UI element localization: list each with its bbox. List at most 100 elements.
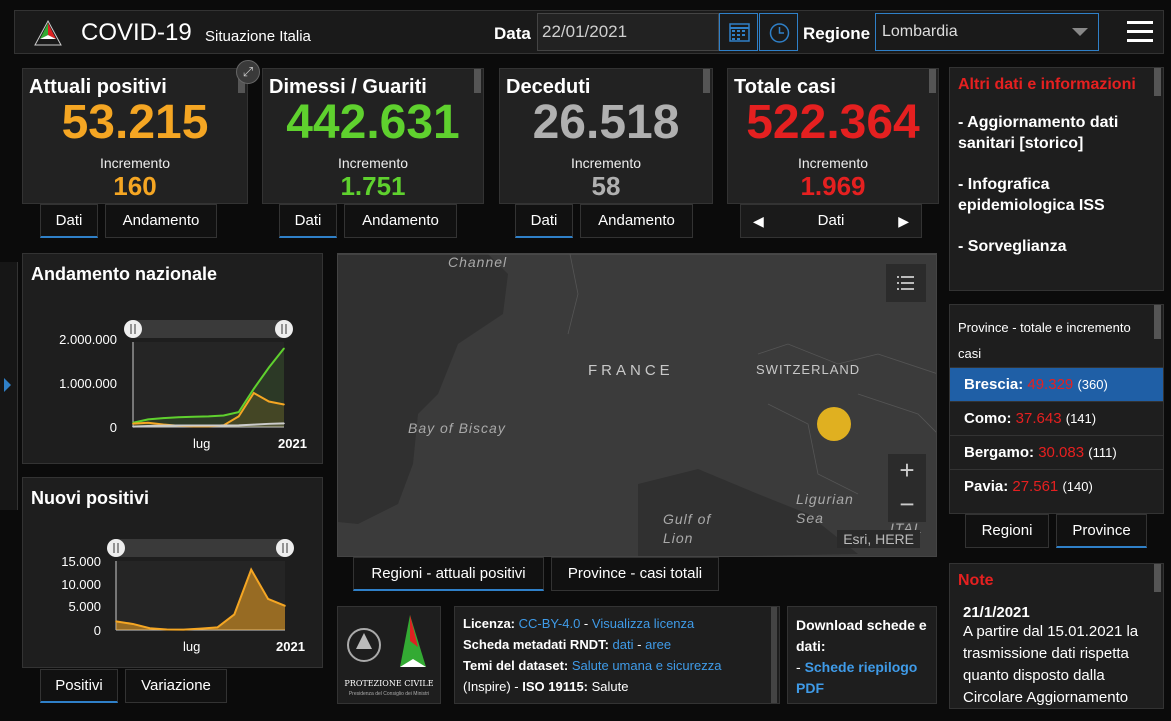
card-increment: 58 <box>591 171 621 201</box>
data-point <box>216 626 219 629</box>
y-tick-label: 5.000 <box>68 599 101 614</box>
scrollbar[interactable] <box>1154 68 1161 96</box>
legend-button[interactable] <box>886 264 926 302</box>
scrollbar[interactable] <box>771 607 777 703</box>
province-increment: (111) <box>1088 445 1117 460</box>
tab-dati[interactable]: Dati <box>515 204 573 238</box>
tab-dati[interactable]: Dati <box>40 204 98 238</box>
tab-dati[interactable]: Dati <box>279 204 337 238</box>
zoom-in-button[interactable]: + <box>888 454 926 488</box>
map-label: SWITZERLAND <box>756 362 861 377</box>
info-link-aggiornamento[interactable]: - Aggiornamento dati sanitari [storico] <box>958 114 1119 152</box>
chart-title: Andamento nazionale <box>31 264 218 284</box>
card-value: 522.364 <box>746 96 920 149</box>
scrollbar[interactable] <box>1154 564 1161 592</box>
province-name: Bergamo: <box>964 444 1035 461</box>
metadata-aree-link[interactable]: aree <box>645 637 672 652</box>
data-point <box>253 387 255 390</box>
region-marker[interactable] <box>817 407 851 441</box>
data-point <box>149 627 151 630</box>
map-view[interactable]: Channel FRANCE SWITZERLAND Bay of Biscay… <box>337 253 937 557</box>
slider-handle-knob <box>276 539 294 557</box>
tab-regioni[interactable]: Regioni <box>965 514 1049 548</box>
map-label: Channel <box>448 254 508 270</box>
province-row[interactable]: Como: 37.643 (141) <box>950 401 1163 435</box>
range-slider-handle-start[interactable] <box>107 539 125 557</box>
scrollbar[interactable] <box>1154 305 1161 339</box>
tab-province-casi-totali[interactable]: Province - casi totali <box>551 557 719 591</box>
tab-regioni-attuali-positivi[interactable]: Regioni - attuali positivi <box>353 557 544 591</box>
data-point <box>147 421 149 424</box>
download-panel: Download schede e dati: - Schede riepilo… <box>787 606 937 704</box>
province-value: 37.643 <box>1015 410 1062 427</box>
region-select-value: Lombardia <box>882 23 958 40</box>
card-title: Totale casi <box>734 76 836 98</box>
card-attuali-positivi: Attuali positivi 53.215 Incremento 160 <box>22 68 248 204</box>
scrollbar[interactable] <box>929 69 936 93</box>
map-label: Ligurian Sea <box>796 491 854 526</box>
province-increment: (141) <box>1065 411 1097 426</box>
license-line: Licenza: CC-BY-4.0 - Visualizza licenza <box>463 613 771 634</box>
card-title: Dimessi / Guariti <box>269 76 427 98</box>
province-row[interactable]: Bergamo: 30.083 (111) <box>950 435 1163 469</box>
cc-by-link[interactable]: CC-BY-4.0 <box>518 616 581 631</box>
time-button[interactable] <box>759 13 798 51</box>
province-row[interactable]: Brescia: 49.329 (360) <box>950 367 1163 401</box>
date-input[interactable]: 22/01/2021 <box>537 13 719 51</box>
info-link-infografica[interactable]: - Infografica epidemiologica ISS <box>958 176 1105 214</box>
data-point <box>147 425 149 427</box>
scrollbar[interactable] <box>474 69 481 93</box>
metadata-line: Scheda metadati RNDT: dati - aree <box>463 634 771 655</box>
card-increment: 1.969 <box>800 171 866 201</box>
hamburger-menu-button[interactable] <box>1127 21 1153 43</box>
range-slider-handle-end[interactable] <box>276 539 294 557</box>
download-pdf-link[interactable]: Schede riepilogo PDF <box>796 659 918 696</box>
tab-andamento[interactable]: Andamento <box>344 204 457 238</box>
data-point <box>147 418 149 421</box>
prev-arrow-icon[interactable]: ◀ <box>753 213 764 229</box>
range-slider-handle-start[interactable] <box>124 320 142 338</box>
card-title: Deceduti <box>506 76 591 98</box>
view-license-link[interactable]: Visualizza licenza <box>591 616 695 631</box>
range-slider-track <box>114 539 287 557</box>
tab-positivi[interactable]: Positivi <box>40 669 118 703</box>
side-panel-toggle[interactable] <box>0 262 18 510</box>
themes-line: Temi del dataset: Salute umana e sicurez… <box>463 655 771 676</box>
separator: - <box>583 616 589 631</box>
map-label: Gulf of Lion <box>663 511 712 546</box>
tab-andamento[interactable]: Andamento <box>580 204 693 238</box>
next-arrow-icon[interactable]: ▶ <box>898 213 909 229</box>
tab-andamento[interactable]: Andamento <box>105 204 217 238</box>
emblem-text: PROTEZIONE CIVILE <box>344 679 434 688</box>
data-point <box>268 400 270 403</box>
chevron-right-icon <box>4 378 11 392</box>
expand-icon[interactable]: ⤢ <box>236 60 260 84</box>
tab-province[interactable]: Province <box>1056 514 1147 548</box>
data-point <box>162 417 164 419</box>
tab-variazione[interactable]: Variazione <box>125 669 227 703</box>
y-tick-label: 15.000 <box>61 554 101 569</box>
calendar-button[interactable] <box>719 13 758 51</box>
zoom-out-button[interactable]: − <box>888 488 926 522</box>
region-select[interactable]: Lombardia <box>875 13 1099 51</box>
y-tick-label: 0 <box>93 623 101 638</box>
data-point <box>192 424 195 427</box>
scrollbar[interactable] <box>703 69 710 93</box>
card-increment: 160 <box>113 171 157 201</box>
license-label: Licenza: <box>463 616 516 631</box>
themes-link[interactable]: Salute umana e sicurezza <box>571 658 722 673</box>
info-link-sorveglianza[interactable]: - Sorveglianza <box>958 238 1067 255</box>
province-title: Province - totale e incremento casi <box>958 320 1131 361</box>
other-info-title: Altri dati e informazioni <box>958 76 1136 93</box>
range-slider-track <box>131 320 286 338</box>
notes-title: Note <box>958 572 994 589</box>
other-info-panel: Altri dati e informazioni - Aggiornament… <box>949 67 1164 291</box>
clock-icon <box>769 23 790 43</box>
province-row[interactable]: Pavia: 27.561 (140) <box>950 469 1163 503</box>
metadata-dati-link[interactable]: dati <box>612 637 634 652</box>
range-slider-handle-end[interactable] <box>275 320 293 338</box>
chart-nuovi-positivi: Nuovi positivi 15.000 10.000 5.000 0 lug… <box>22 477 323 668</box>
pager-dati: ◀ Dati ▶ <box>740 204 922 238</box>
data-point <box>237 415 240 418</box>
x-tick-label: lug <box>183 639 201 654</box>
